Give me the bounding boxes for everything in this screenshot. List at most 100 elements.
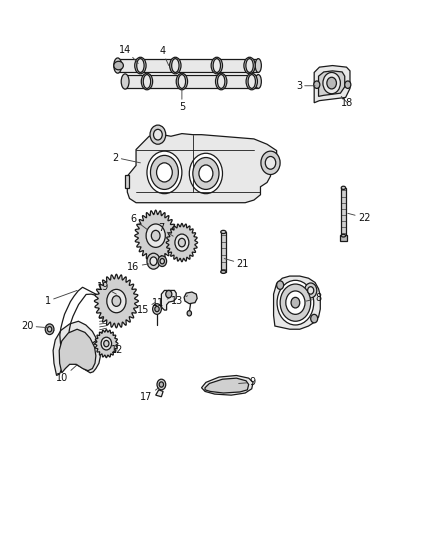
Ellipse shape	[135, 57, 146, 74]
Circle shape	[155, 306, 159, 312]
Text: 18: 18	[341, 96, 353, 108]
Text: 11: 11	[152, 297, 169, 308]
Polygon shape	[118, 59, 258, 72]
Polygon shape	[205, 378, 249, 393]
Circle shape	[304, 283, 317, 298]
Circle shape	[157, 379, 166, 390]
Text: 12: 12	[110, 344, 123, 356]
Polygon shape	[125, 175, 130, 188]
Polygon shape	[161, 290, 176, 310]
Circle shape	[151, 230, 160, 241]
Circle shape	[291, 297, 300, 308]
Ellipse shape	[244, 57, 255, 74]
Circle shape	[345, 81, 351, 88]
Circle shape	[193, 158, 219, 189]
Circle shape	[112, 296, 121, 306]
Ellipse shape	[114, 61, 124, 70]
Circle shape	[156, 163, 172, 182]
Ellipse shape	[176, 73, 187, 90]
Text: 3: 3	[296, 81, 315, 91]
Circle shape	[158, 256, 166, 266]
Ellipse shape	[218, 75, 225, 88]
Text: 13: 13	[171, 296, 187, 306]
Circle shape	[150, 257, 157, 265]
Circle shape	[277, 281, 284, 289]
Ellipse shape	[215, 73, 227, 90]
Circle shape	[160, 259, 164, 264]
Text: 5: 5	[179, 90, 185, 112]
Text: 20: 20	[21, 321, 48, 331]
Polygon shape	[318, 71, 345, 96]
Circle shape	[261, 151, 280, 174]
Ellipse shape	[341, 235, 346, 237]
Polygon shape	[274, 276, 320, 329]
Circle shape	[286, 291, 305, 314]
Ellipse shape	[121, 74, 129, 89]
Circle shape	[327, 77, 336, 89]
Text: 1: 1	[45, 290, 77, 306]
Ellipse shape	[255, 75, 261, 88]
Circle shape	[150, 125, 166, 144]
Ellipse shape	[211, 57, 223, 74]
Ellipse shape	[248, 75, 255, 88]
Circle shape	[314, 81, 320, 88]
Polygon shape	[59, 329, 96, 373]
Ellipse shape	[341, 186, 346, 189]
Circle shape	[178, 238, 185, 247]
Ellipse shape	[178, 75, 186, 88]
Text: 22: 22	[348, 213, 371, 223]
Circle shape	[147, 253, 160, 269]
Polygon shape	[155, 390, 163, 397]
Bar	[339, 235, 347, 241]
Polygon shape	[95, 274, 138, 328]
Bar	[221, 232, 226, 272]
Ellipse shape	[246, 59, 253, 72]
Ellipse shape	[213, 59, 220, 72]
Circle shape	[147, 151, 182, 193]
Ellipse shape	[143, 75, 151, 88]
Circle shape	[187, 311, 191, 316]
Circle shape	[45, 324, 54, 335]
Circle shape	[311, 314, 318, 323]
Circle shape	[47, 327, 52, 332]
Circle shape	[153, 130, 162, 140]
Ellipse shape	[114, 58, 122, 73]
Text: 16: 16	[127, 262, 149, 271]
Polygon shape	[135, 210, 177, 261]
Circle shape	[280, 284, 311, 321]
Ellipse shape	[141, 73, 152, 90]
Circle shape	[152, 304, 161, 314]
Polygon shape	[95, 329, 118, 358]
Text: 8: 8	[306, 293, 321, 303]
Polygon shape	[125, 75, 258, 88]
Text: 9: 9	[239, 377, 256, 387]
Ellipse shape	[172, 59, 179, 72]
Text: 21: 21	[224, 259, 249, 269]
Polygon shape	[184, 292, 197, 304]
Polygon shape	[53, 321, 100, 375]
Text: 14: 14	[120, 45, 138, 63]
Circle shape	[166, 290, 172, 298]
Circle shape	[199, 165, 213, 182]
Text: 2: 2	[112, 152, 141, 163]
Ellipse shape	[170, 57, 181, 74]
Text: 19: 19	[97, 282, 117, 294]
Polygon shape	[166, 223, 198, 262]
Circle shape	[159, 382, 163, 387]
Circle shape	[101, 337, 112, 350]
Text: 4: 4	[159, 46, 169, 66]
Circle shape	[189, 154, 223, 193]
Text: 17: 17	[140, 387, 159, 402]
Ellipse shape	[137, 59, 144, 72]
Ellipse shape	[246, 73, 258, 90]
Text: 6: 6	[130, 214, 147, 229]
Circle shape	[104, 341, 109, 347]
Circle shape	[323, 72, 340, 94]
Circle shape	[307, 287, 314, 294]
Ellipse shape	[221, 270, 226, 273]
Polygon shape	[127, 134, 277, 203]
Ellipse shape	[221, 230, 226, 233]
Polygon shape	[201, 375, 253, 395]
Circle shape	[175, 234, 189, 251]
Text: 10: 10	[56, 365, 77, 383]
